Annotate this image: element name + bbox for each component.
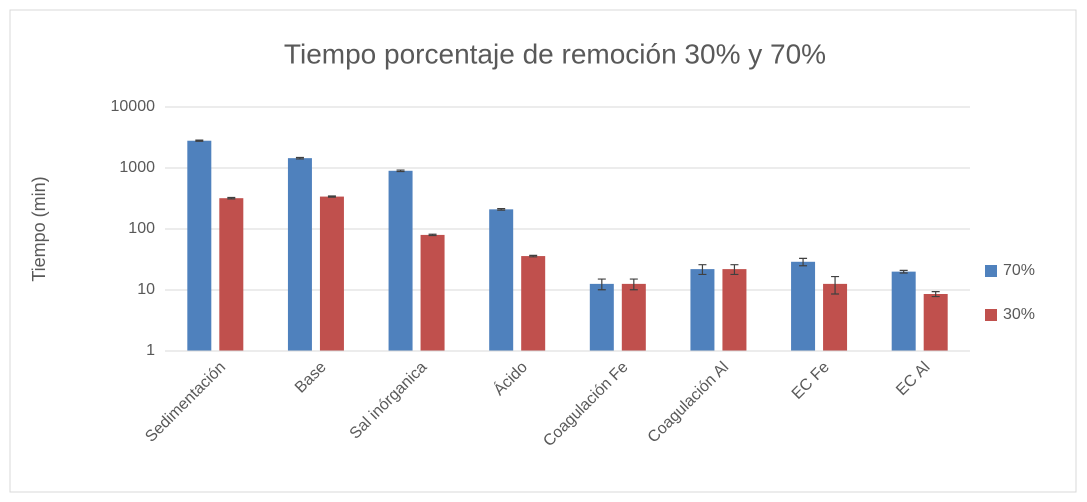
bar — [891, 271, 916, 351]
bar — [722, 269, 747, 351]
error-bar — [831, 275, 840, 295]
bar — [521, 256, 546, 351]
bar — [388, 170, 413, 351]
error-bar — [799, 257, 808, 267]
legend-label: 30% — [1003, 306, 1035, 323]
error-bar — [931, 291, 940, 298]
bar — [621, 283, 646, 351]
legend-swatch — [985, 265, 997, 277]
bar — [791, 261, 816, 351]
bar — [923, 293, 948, 351]
y-tick-label: 10000 — [111, 98, 156, 115]
legend-label: 70% — [1003, 262, 1035, 279]
bar — [823, 283, 848, 351]
bar — [287, 158, 312, 351]
error-bar — [899, 269, 908, 274]
error-bar — [730, 264, 739, 276]
legend-swatch — [985, 309, 997, 321]
y-tick-label: 1 — [146, 342, 155, 359]
error-bar — [629, 278, 638, 291]
y-tick-label: 1000 — [119, 159, 155, 176]
error-bar — [327, 195, 336, 198]
error-bar — [295, 156, 304, 160]
y-axis-label: Tiempo (min) — [29, 176, 49, 281]
bar — [187, 140, 212, 351]
error-bar — [195, 139, 204, 142]
error-bar — [227, 196, 236, 200]
bar — [319, 196, 344, 351]
chart-title: Tiempo porcentaje de remoción 30% y 70% — [284, 38, 826, 69]
error-bar — [428, 233, 437, 237]
error-bar — [529, 254, 538, 258]
bar — [690, 269, 715, 351]
bar — [489, 209, 514, 351]
bar — [589, 283, 614, 351]
error-bar — [597, 278, 606, 291]
y-tick-label: 100 — [128, 220, 155, 237]
bar — [219, 198, 244, 351]
error-bar — [698, 264, 707, 276]
y-tick-label: 10 — [137, 281, 155, 298]
bar — [420, 234, 445, 351]
error-bar — [396, 169, 405, 173]
error-bar — [497, 207, 506, 211]
